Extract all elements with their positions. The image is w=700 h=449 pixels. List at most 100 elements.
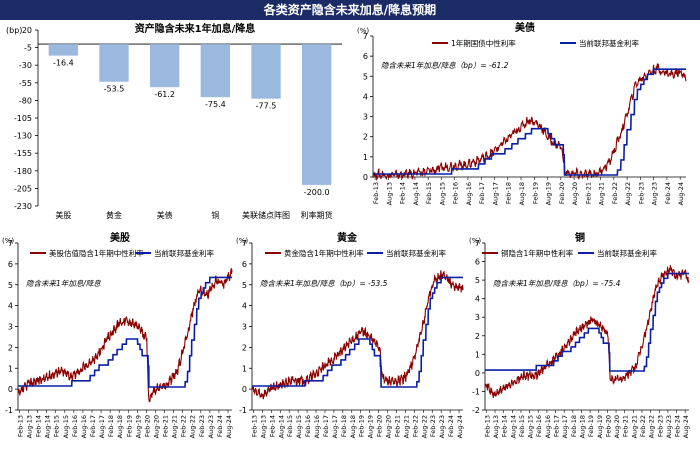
x-tick-label: Aug-23 [665, 415, 673, 438]
y-tick-label: 5 [8, 281, 13, 290]
copper-chart-panel: 铜 (%) -2 -1 0 1 2 3 4 5 6 7 Feb-13 Aug-13 Feb-14 Aug-14… [469, 231, 690, 438]
bar-chart-panel: 资产隐含未来1年加息/降息 (bp) 20 -5 -30 -55 -80 -105 -130 -1… [6, 22, 342, 220]
x-tick-label: Feb-13 [372, 182, 380, 204]
x-tick-label: Aug-22 [420, 415, 428, 438]
y-tick-label: 4 [475, 295, 480, 304]
x-tick-label: Aug-21 [402, 415, 410, 438]
x-tick-label: Feb-20 [558, 182, 566, 204]
y-tick-label: 6 [475, 258, 480, 267]
y-tick-label: -80 [19, 96, 32, 105]
line-chart-title: 铜 [575, 231, 585, 244]
series-line-fed [18, 276, 232, 388]
x-tick-label: Aug-20 [613, 415, 621, 438]
x-tick-label: Feb-22 [411, 415, 419, 437]
bar-4 [251, 44, 281, 99]
x-tick-label: Aug-19 [545, 182, 553, 205]
y-tick-label: -155 [14, 149, 32, 158]
x-tick-label: Feb-15 [518, 415, 526, 437]
x-tick-label: Feb-16 [304, 415, 312, 437]
line-chart-title: 美债 [515, 21, 535, 34]
bar-0 [48, 44, 79, 56]
series-line-fed [252, 276, 463, 388]
y-tick-label: 0 [242, 385, 247, 394]
x-tick-label: Feb-15 [53, 415, 61, 437]
x-tick-label: Aug-15 [295, 415, 303, 438]
x-tick-label: Aug-15 [62, 415, 70, 438]
y-tick-label: 6 [363, 52, 368, 61]
x-tick-label: Feb-14 [399, 182, 407, 204]
x-tick-label: Aug-24 [682, 415, 690, 438]
banner-title: 各类资产隐含未来加息/降息预期 [0, 0, 700, 20]
x-tick-label: Aug-21 [630, 415, 638, 438]
x-tick-label: Aug-13 [26, 415, 34, 438]
x-tick-label: Aug-17 [561, 415, 569, 438]
line-chart-unit: (%) [469, 237, 481, 245]
y-tick-label: 5 [242, 281, 247, 290]
x-tick-label: Feb-13 [483, 415, 491, 437]
bar-3 [200, 44, 231, 98]
y-tick-label: 6 [242, 260, 247, 269]
y-tick-label: 2 [242, 343, 247, 352]
line-chart-title: 黄金 [337, 231, 358, 244]
x-tick-label: Feb-18 [570, 415, 578, 437]
x-tick-label: Aug-14 [509, 415, 517, 438]
y-tick-label: 20 [22, 26, 32, 35]
x-tick-label: Feb-23 [198, 415, 206, 437]
x-tick-label: Feb-19 [125, 415, 133, 437]
y-tick-label: -105 [14, 114, 32, 123]
x-tick-label: Feb-21 [584, 182, 592, 204]
legend-label-implied: 美股估值隐含1年期中性利率 [49, 248, 144, 258]
x-tick-label: Aug-15 [438, 182, 446, 205]
x-tick-label: Feb-21 [162, 415, 170, 437]
x-tick-label: Aug-16 [544, 415, 552, 438]
legend-label-fed: 当前联邦基金利率 [154, 248, 214, 258]
x-tick-label: Aug-13 [385, 182, 393, 205]
series-line-fed [373, 68, 686, 176]
annotation: 隐含未来1年加息/降息 [26, 279, 101, 288]
y-tick-label: 0 [8, 385, 13, 394]
x-tick-label: Aug-17 [331, 415, 339, 438]
y-tick-label: 3 [475, 313, 480, 322]
x-tick-label: Feb-20 [143, 415, 151, 437]
legend-label-fed: 当前联邦基金利率 [386, 248, 446, 258]
y-tick-label: 2 [363, 133, 368, 142]
x-tick-label: Aug-14 [44, 415, 52, 438]
x-tick-label: Aug-13 [259, 415, 267, 438]
x-tick-label: Feb-19 [358, 415, 366, 437]
x-tick-label: Aug-17 [491, 182, 499, 205]
x-tick-label: Aug-17 [98, 415, 106, 438]
x-tick-label: Feb-14 [501, 415, 509, 437]
x-tick-label: Feb-17 [478, 182, 486, 204]
y-tick-label: 7 [363, 32, 368, 41]
x-tick-label: Feb-24 [664, 182, 672, 204]
y-tick-label: 4 [363, 92, 368, 101]
x-tick-label: Feb-16 [71, 415, 79, 437]
x-tick-label: Feb-24 [216, 415, 224, 437]
category-label: 美债 [157, 210, 173, 220]
treasury-chart-panel: 美债 (%) 0 1 2 3 4 5 6 7 Feb-13 Aug-13 Feb-14 Aug-14 Feb… [357, 21, 687, 205]
y-tick-label: 3 [242, 323, 247, 332]
x-tick-label: Feb-21 [622, 415, 630, 437]
x-tick-label: Feb-24 [674, 415, 682, 437]
y-tick-label: 6 [8, 260, 13, 269]
legend-label-implied: 黄金隐含1年期中性利率 [284, 248, 364, 258]
category-label: 利率期货 [301, 210, 333, 220]
x-tick-label: Aug-14 [277, 415, 285, 438]
x-tick-label: Aug-23 [207, 415, 215, 438]
x-tick-label: Feb-13 [250, 415, 258, 437]
x-tick-label: Aug-19 [134, 415, 142, 438]
y-tick-label: 4 [242, 302, 247, 311]
y-tick-label: -1 [5, 406, 13, 415]
legend-label-fed: 当前联邦基金利率 [579, 38, 639, 48]
x-tick-label: Aug-24 [677, 182, 685, 205]
x-tick-label: Feb-19 [531, 182, 539, 204]
x-tick-label: Feb-14 [35, 415, 43, 437]
series-line-implied [17, 268, 233, 403]
y-tick-label: 2 [8, 343, 13, 352]
x-tick-label: Feb-18 [340, 415, 348, 437]
series-line-fed [485, 272, 689, 372]
x-tick-label: Aug-18 [116, 415, 124, 438]
x-tick-label: Aug-24 [456, 415, 464, 438]
x-tick-label: Aug-23 [651, 182, 659, 205]
